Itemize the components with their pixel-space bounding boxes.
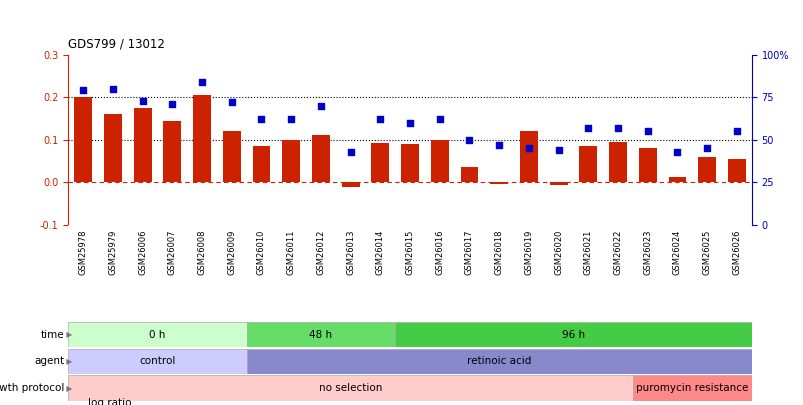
Text: GSM26022: GSM26022 [613, 230, 622, 275]
Text: GSM26025: GSM26025 [702, 230, 711, 275]
Point [463, 136, 475, 143]
Point [225, 99, 238, 106]
Bar [609, 142, 626, 182]
Text: GSM26007: GSM26007 [168, 230, 177, 275]
Text: retinoic acid: retinoic acid [467, 356, 531, 367]
Point [581, 125, 594, 131]
Bar [163, 121, 181, 182]
Bar [727, 159, 745, 182]
Text: ▶: ▶ [64, 384, 72, 393]
Point [165, 101, 178, 107]
Bar [247, 322, 395, 347]
Bar [74, 97, 92, 182]
Text: log ratio: log ratio [88, 398, 131, 405]
Text: GSM26015: GSM26015 [405, 230, 414, 275]
Bar [697, 157, 715, 182]
Point [492, 142, 505, 148]
Text: GSM26024: GSM26024 [672, 230, 681, 275]
Text: 48 h: 48 h [309, 330, 332, 340]
Text: GSM26021: GSM26021 [583, 230, 592, 275]
Text: 0 h: 0 h [149, 330, 165, 340]
Text: GSM26020: GSM26020 [553, 230, 562, 275]
Bar [133, 108, 151, 182]
Point [106, 85, 119, 92]
Bar [341, 182, 359, 188]
Text: GSM26008: GSM26008 [198, 230, 206, 275]
Point [641, 128, 654, 134]
Bar [312, 135, 329, 182]
Text: puromycin resistance: puromycin resistance [635, 383, 748, 393]
Text: GSM25978: GSM25978 [79, 230, 88, 275]
Point [433, 116, 446, 123]
Bar [68, 375, 632, 401]
Bar [193, 95, 210, 182]
Bar [549, 182, 567, 185]
Point [314, 102, 327, 109]
Text: 96 h: 96 h [561, 330, 585, 340]
Text: GSM26017: GSM26017 [464, 230, 474, 275]
Text: GSM26023: GSM26023 [642, 230, 651, 275]
Bar [247, 349, 751, 374]
Text: GSM26014: GSM26014 [375, 230, 385, 275]
Bar [68, 322, 247, 347]
Point [195, 79, 208, 85]
Text: control: control [139, 356, 175, 367]
Text: GSM26010: GSM26010 [257, 230, 266, 275]
Bar [395, 322, 751, 347]
Point [76, 87, 89, 94]
Bar [460, 167, 478, 182]
Text: GSM26009: GSM26009 [227, 230, 236, 275]
Point [255, 116, 267, 123]
Point [552, 147, 565, 153]
Bar [68, 349, 247, 374]
Point [136, 97, 149, 104]
Bar [632, 375, 751, 401]
Bar [638, 148, 656, 182]
Text: no selection: no selection [319, 383, 381, 393]
Bar [252, 146, 270, 182]
Text: agent: agent [35, 356, 64, 367]
Text: GSM26013: GSM26013 [345, 230, 355, 275]
Bar [520, 131, 537, 182]
Text: GSM25979: GSM25979 [108, 230, 117, 275]
Point [671, 148, 683, 155]
Text: ▶: ▶ [64, 357, 72, 366]
Text: GSM26006: GSM26006 [138, 230, 147, 275]
Text: GDS799 / 13012: GDS799 / 13012 [68, 38, 165, 51]
Point [344, 148, 357, 155]
Text: time: time [41, 330, 64, 340]
Bar [104, 114, 122, 182]
Point [373, 116, 386, 123]
Bar [222, 131, 240, 182]
Text: ▶: ▶ [64, 330, 72, 339]
Bar [282, 140, 300, 182]
Text: GSM26026: GSM26026 [732, 230, 740, 275]
Bar [490, 182, 507, 184]
Text: GSM26016: GSM26016 [434, 230, 444, 275]
Point [700, 145, 713, 151]
Bar [579, 146, 597, 182]
Text: GSM26018: GSM26018 [494, 230, 503, 275]
Text: GSM26019: GSM26019 [524, 230, 532, 275]
Bar [401, 144, 418, 182]
Point [522, 145, 535, 151]
Bar [371, 143, 389, 182]
Bar [430, 140, 448, 182]
Point [611, 125, 624, 131]
Text: GSM26012: GSM26012 [316, 230, 325, 275]
Text: growth protocol: growth protocol [0, 383, 64, 393]
Bar [668, 177, 686, 182]
Point [284, 116, 297, 123]
Text: GSM26011: GSM26011 [287, 230, 296, 275]
Point [403, 119, 416, 126]
Point [730, 128, 743, 134]
